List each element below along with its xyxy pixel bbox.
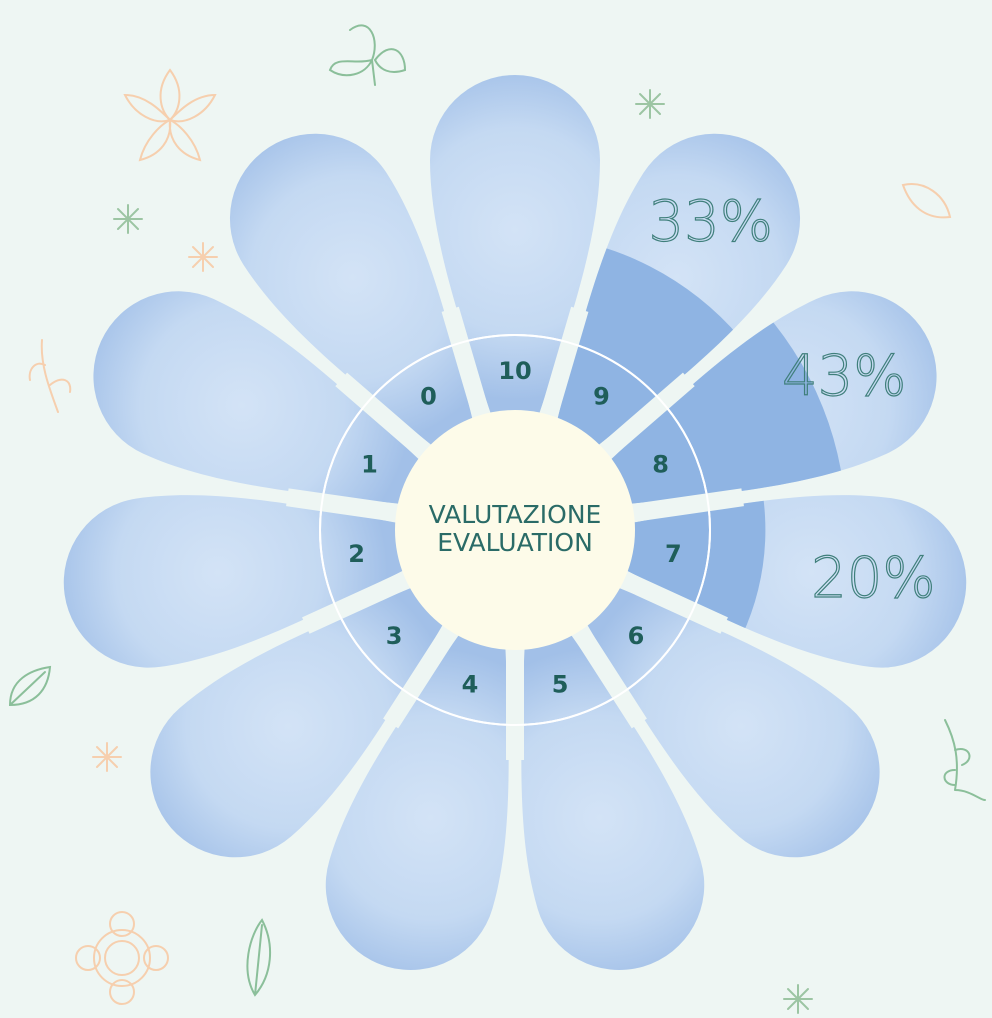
category-label: 8	[652, 451, 669, 479]
category-label: 6	[628, 622, 645, 650]
category-label: 4	[462, 671, 479, 699]
center-title: VALUTAZIONE	[429, 500, 602, 529]
flower-icon	[76, 912, 168, 1004]
category-label: 10	[498, 357, 531, 385]
category-label: 1	[361, 451, 378, 479]
category-label: 3	[386, 622, 403, 650]
chart: 0 1 2 3 4 5 6 7 20% 8 43% 9 33% 10 VALUTAZIONEEVALUATI…	[0, 0, 992, 1018]
value-label: 33%	[648, 190, 772, 255]
flower-icon	[125, 70, 215, 160]
category-label: 2	[348, 540, 365, 568]
value-label: 20%	[811, 546, 935, 611]
category-label: 7	[665, 540, 682, 568]
center-title: EVALUATION	[437, 528, 593, 557]
category-label: 5	[552, 671, 569, 699]
page: {"chart_data": {"type": "flower", "title…	[0, 0, 992, 1018]
category-label: 9	[593, 382, 610, 410]
category-label: 0	[420, 382, 437, 410]
flower: 0 1 2 3 4 5 6 7 20% 8 43% 9 33% 10 VALUTAZIONEEVALUATI…	[53, 0, 992, 991]
value-label: 43%	[782, 344, 906, 409]
